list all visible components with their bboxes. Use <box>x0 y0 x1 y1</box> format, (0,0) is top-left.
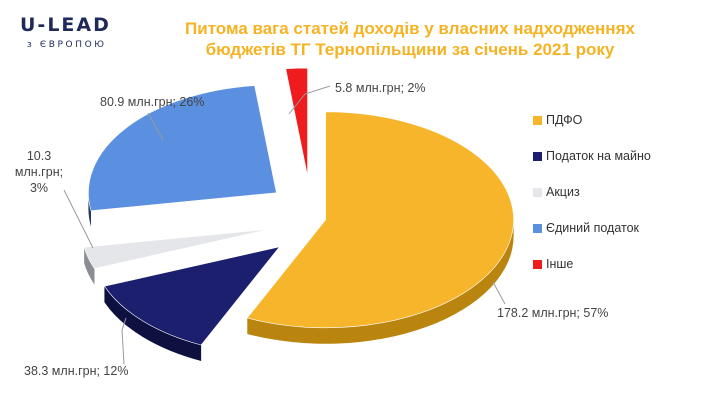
pie-slice-side-single-tax <box>88 192 92 227</box>
logo-tagline: з ЄВРОПОЮ <box>27 40 107 50</box>
legend-swatch-pdfo <box>533 115 542 125</box>
logo: U-LEAD <box>20 14 111 36</box>
legend-swatch-excise <box>533 187 542 197</box>
chart-title: Питома вага статей доходів у власних над… <box>120 18 700 60</box>
legend-swatch-property-tax <box>533 151 542 161</box>
data-label-single-tax: 80.9 млн.грн; 26% <box>100 95 205 109</box>
chart-title-line-2: бюджетів ТГ Тернопільщини за січень 2021… <box>205 40 615 59</box>
leader-line-single-tax <box>147 112 164 141</box>
data-label-pdfo: 178.2 млн.грн; 57% <box>497 306 609 320</box>
legend: ПДФО Податок на майно Акциз Єдиний подат… <box>533 112 693 292</box>
leader-line-excise <box>63 189 94 249</box>
legend-label-single-tax: Єдиний податок <box>546 221 640 235</box>
pie-slice-property-tax <box>103 246 281 346</box>
legend-item-single-tax: Єдиний податок <box>533 220 693 236</box>
pie-slice-single-tax <box>88 85 277 212</box>
legend-swatch-single-tax <box>533 223 542 233</box>
legend-label-pdfo: ПДФО <box>546 113 583 127</box>
chart-title-line-1: Питома вага статей доходів у власних над… <box>185 19 635 38</box>
legend-swatch-other <box>533 259 542 269</box>
pie-slice-pdfo <box>246 111 514 329</box>
legend-item-pdfo: ПДФО <box>533 112 693 128</box>
legend-label-property-tax: Податок на майно <box>546 149 651 163</box>
pie-slice-side-pdfo <box>247 219 514 344</box>
data-label-other: 5.8 млн.грн; 2% <box>335 81 426 95</box>
legend-item-other: Інше <box>533 256 693 272</box>
pie-slice-side-property-tax <box>104 286 202 362</box>
legend-item-property-tax: Податок на майно <box>533 148 693 164</box>
leader-line-pdfo <box>492 281 506 305</box>
data-label-property-tax: 38.3 млн.грн; 12% <box>24 364 129 378</box>
data-label-excise: 10.3 млн.грн; 3% <box>14 149 64 195</box>
pie-slice-other <box>285 67 308 177</box>
legend-label-other: Інше <box>546 257 574 271</box>
leader-line-other <box>288 85 331 115</box>
legend-label-excise: Акциз <box>546 185 580 199</box>
legend-item-excise: Акциз <box>533 184 693 200</box>
pie-slice-excise <box>83 228 270 269</box>
leader-line-property-tax <box>121 317 127 365</box>
pie-slice-side-excise <box>84 247 95 285</box>
